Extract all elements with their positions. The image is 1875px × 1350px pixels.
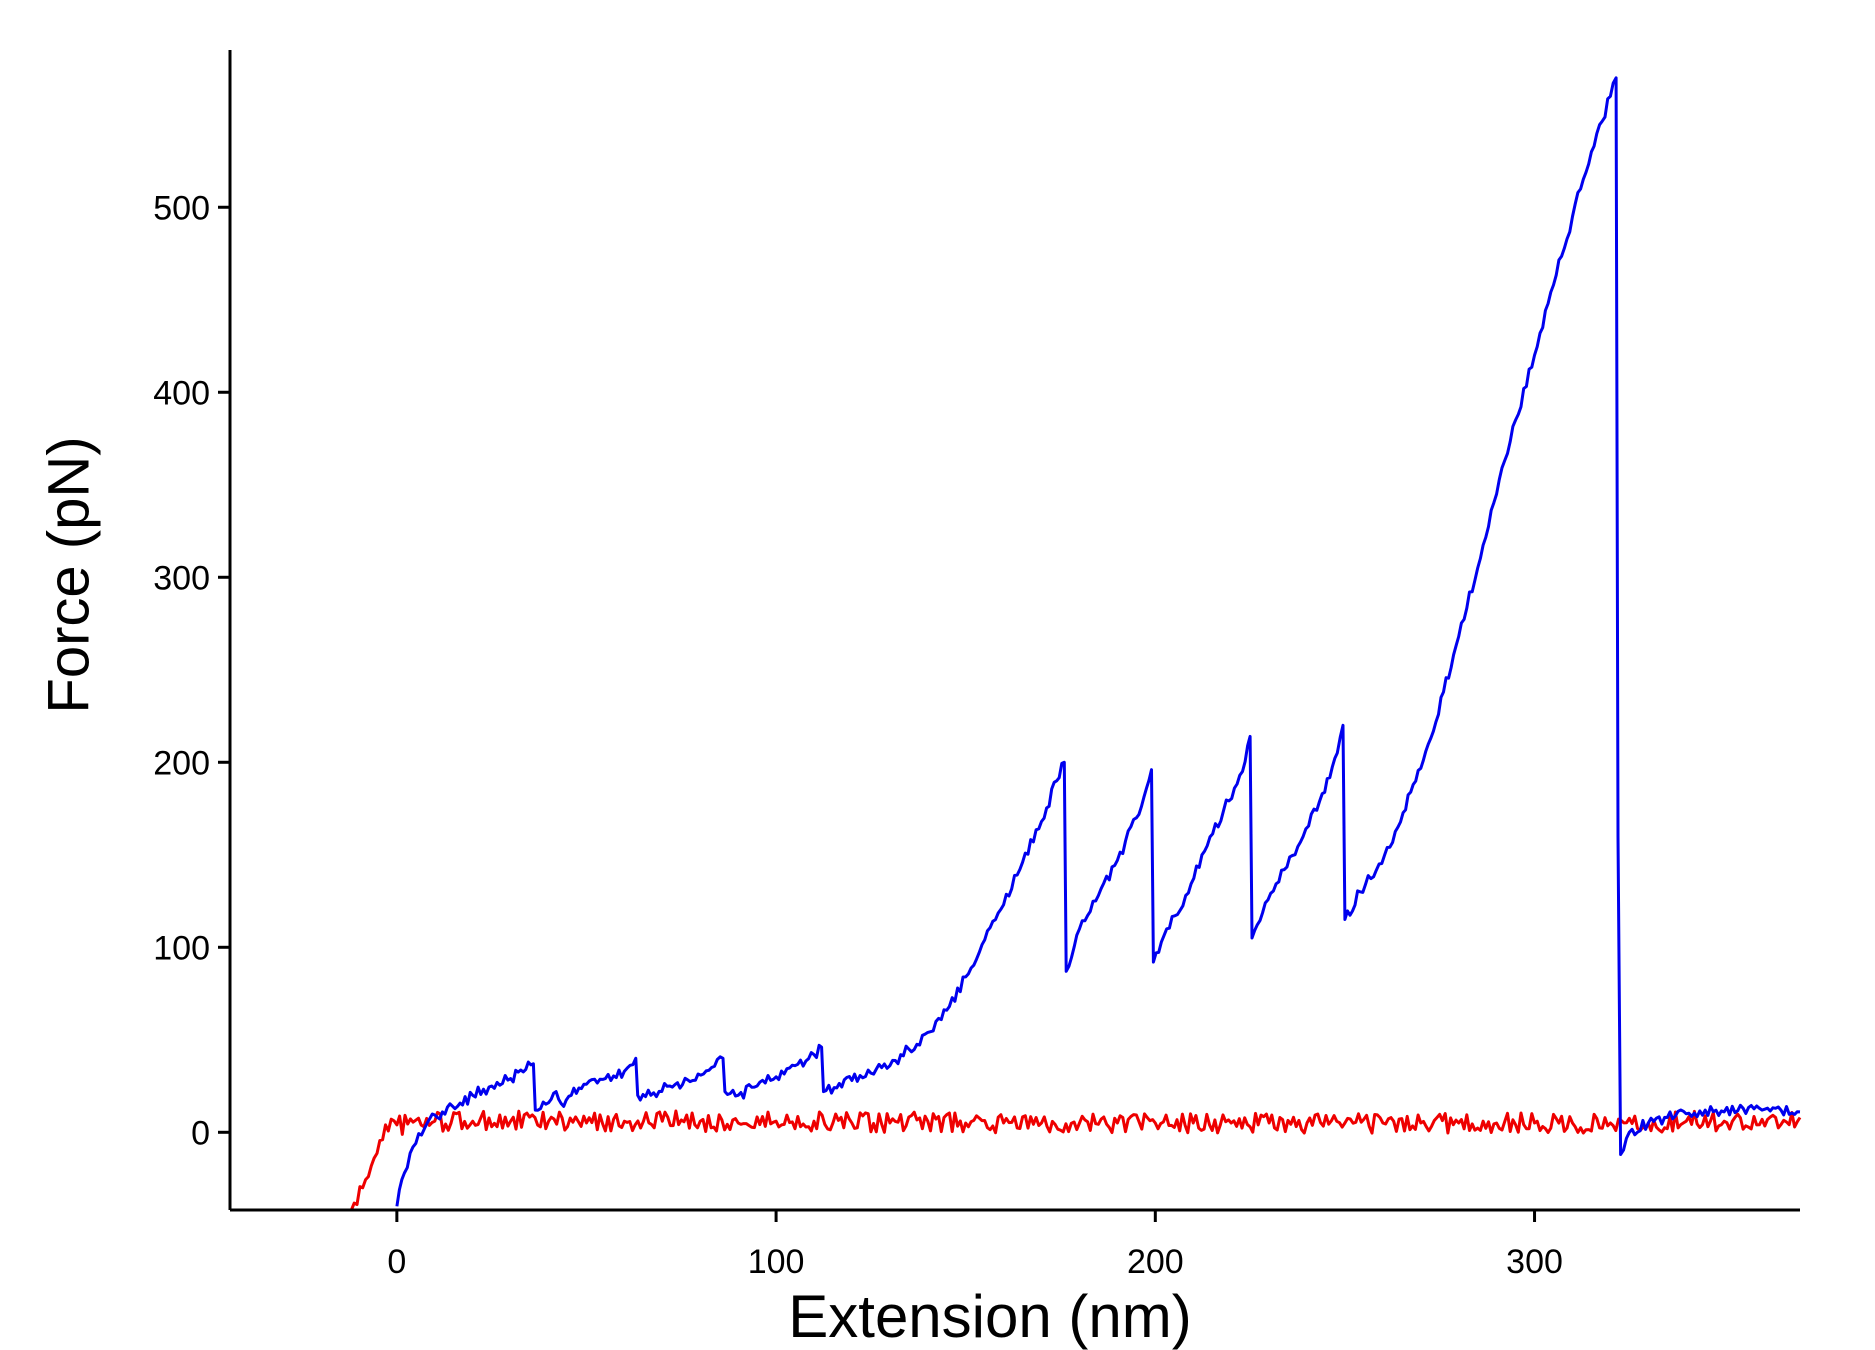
x-tick-label: 200 bbox=[1127, 1243, 1184, 1281]
y-tick-label: 300 bbox=[153, 559, 210, 597]
x-tick-label: 0 bbox=[387, 1243, 406, 1281]
series-line-red bbox=[350, 1109, 1802, 1211]
y-axis-title: Force (pN) bbox=[36, 436, 101, 713]
y-tick-label: 200 bbox=[153, 744, 210, 782]
y-tick-label: 500 bbox=[153, 189, 210, 227]
series-layer bbox=[350, 76, 1802, 1211]
y-tick-label: 400 bbox=[153, 374, 210, 412]
y-axis-ticks: 0 100 200 300 400 500 bbox=[153, 189, 230, 1152]
x-tick-label: 300 bbox=[1506, 1243, 1563, 1281]
y-tick-label: 0 bbox=[191, 1114, 210, 1152]
y-tick-label: 100 bbox=[153, 929, 210, 967]
x-axis-title: Extension (nm) bbox=[788, 1283, 1191, 1350]
x-tick-label: 100 bbox=[748, 1243, 805, 1281]
series-line-blue bbox=[395, 76, 1801, 1207]
x-axis-ticks: 0 100 200 300 bbox=[387, 1210, 1563, 1281]
